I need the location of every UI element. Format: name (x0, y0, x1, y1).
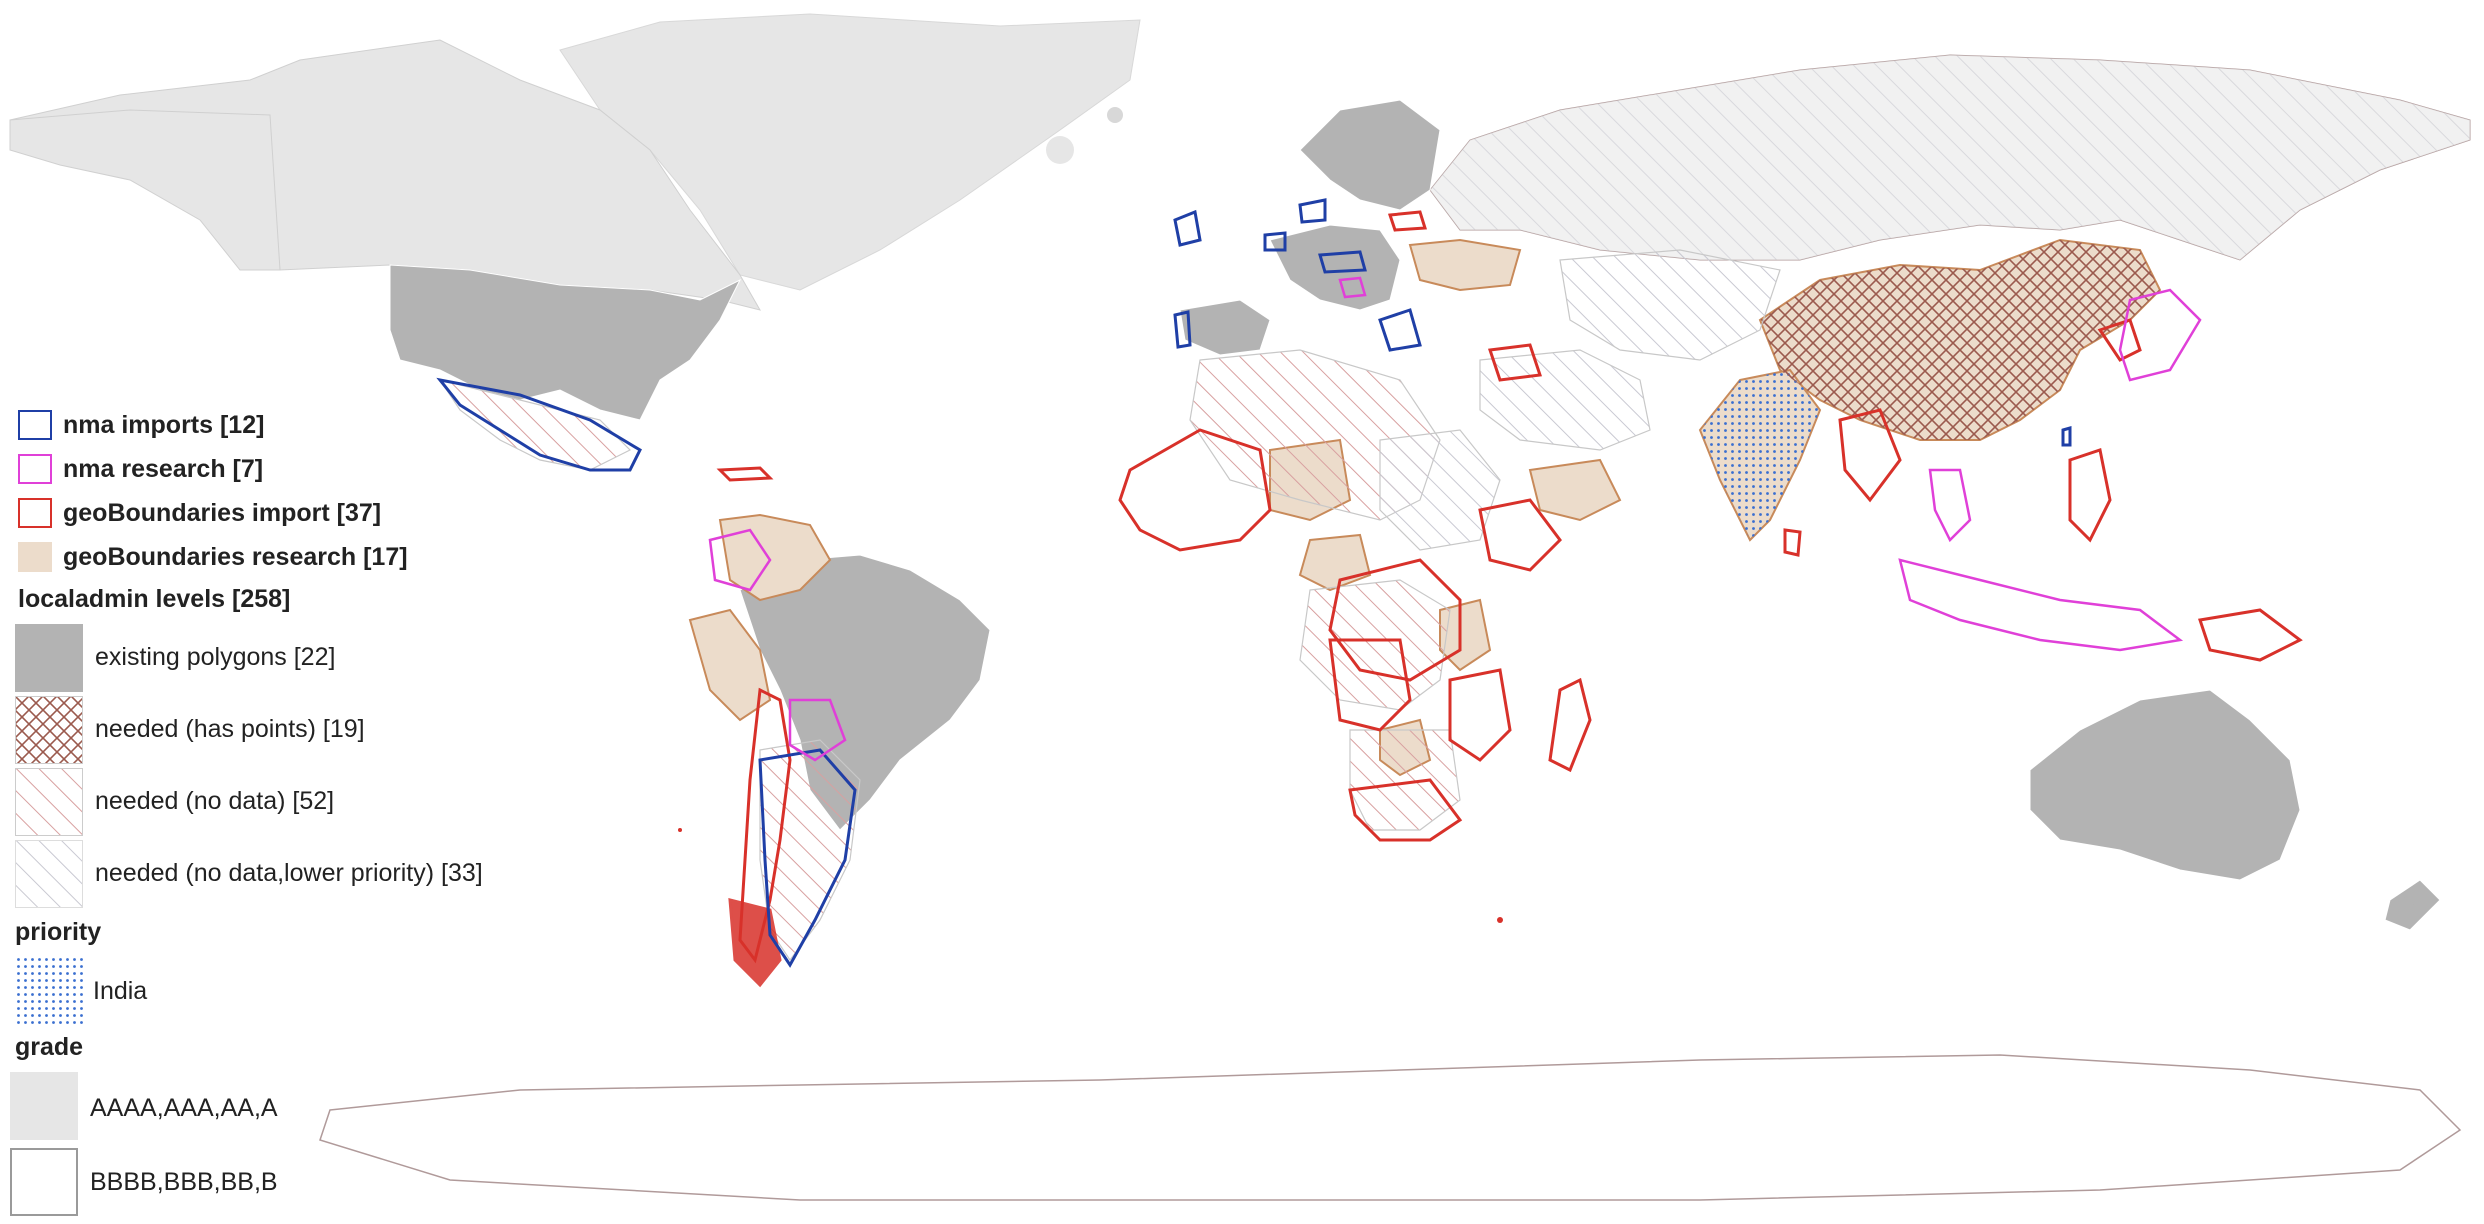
papua (2198, 608, 2303, 662)
sri-lanka (1783, 528, 1802, 557)
taiwan (2061, 426, 2072, 447)
patagonia-fill (728, 898, 782, 988)
mexico (436, 377, 642, 472)
nma-research (708, 276, 2202, 762)
mozambique (1448, 668, 1512, 762)
ukraine (1408, 238, 1522, 292)
usa (389, 264, 742, 421)
philippines (2068, 448, 2112, 543)
syria-iraq (1487, 343, 1543, 382)
geoboundaries-import (716, 210, 2303, 988)
bolivia (788, 698, 847, 762)
dr-congo (1328, 558, 1462, 682)
greece (1378, 308, 1422, 352)
misc-islands (678, 107, 2416, 923)
alaska (9, 109, 281, 271)
argentina (758, 748, 857, 968)
ethiopia (1478, 498, 1562, 572)
antarctica (319, 1054, 2462, 1201)
southern-africa (1349, 729, 1461, 831)
mongolia-kazakh (1559, 249, 1781, 361)
czechia (1318, 250, 1367, 274)
middle-east (1479, 349, 1651, 451)
colombia (708, 528, 772, 592)
india-priority (1700, 370, 1820, 540)
croatia (1338, 276, 1367, 299)
china-hatch (1760, 240, 2160, 440)
denmark (1298, 198, 1327, 224)
greenland (559, 13, 1141, 291)
indonesia (1898, 558, 2184, 652)
south-africa (1348, 778, 1463, 842)
scandinavia (1299, 99, 1441, 211)
west-africa (1118, 428, 1272, 552)
iberia (1179, 299, 1271, 356)
needed-low-priority (1379, 249, 1781, 551)
nigeria (1298, 533, 1372, 592)
russia-fill (1430, 55, 2470, 260)
portugal (1173, 310, 1192, 349)
myanmar (1838, 408, 1902, 503)
japan-korea (2097, 318, 2142, 362)
sudan (1379, 429, 1501, 551)
angola (1328, 638, 1412, 732)
peru (688, 608, 772, 722)
australia (2029, 689, 2301, 881)
madagascar (1548, 677, 1592, 773)
colombia-venezuela (718, 513, 832, 602)
western-europe (1269, 224, 1401, 311)
netherlands (1263, 231, 1287, 252)
vietnam (1928, 468, 1972, 543)
uk (1173, 209, 1202, 247)
baltic (1387, 210, 1427, 232)
central-africa (1299, 579, 1451, 711)
existing-polygons (389, 99, 2441, 931)
nma-imports (436, 198, 2072, 968)
caribbean (716, 466, 774, 482)
saudi (1528, 458, 1622, 522)
japan (2118, 288, 2202, 382)
grade-a-regions (9, 13, 2471, 1201)
